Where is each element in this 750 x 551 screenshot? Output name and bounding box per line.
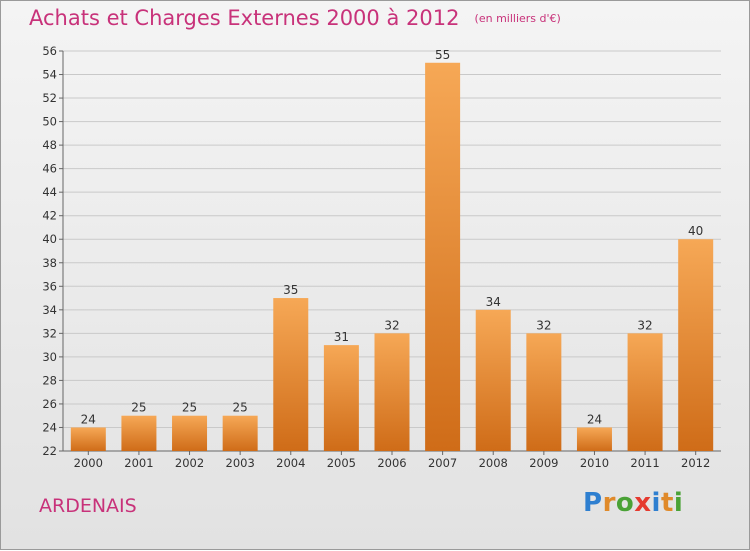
place-name: ARDENAIS	[39, 495, 137, 517]
bar	[121, 415, 157, 451]
data-label: 24	[587, 412, 602, 426]
y-tick-label: 34	[42, 303, 57, 317]
data-label: 32	[384, 318, 399, 332]
data-label: 31	[334, 330, 349, 344]
y-tick-label: 42	[42, 209, 57, 223]
x-tick-label: 2012	[681, 456, 710, 470]
bar	[678, 239, 714, 451]
data-label: 32	[637, 318, 652, 332]
x-tick-label: 2004	[276, 456, 305, 470]
x-tick-label: 2001	[124, 456, 153, 470]
x-tick-label: 2000	[74, 456, 103, 470]
bar	[526, 333, 562, 451]
y-tick-label: 56	[42, 44, 57, 58]
y-tick-label: 38	[42, 256, 57, 270]
logo-letter: o	[615, 488, 635, 518]
bar	[374, 333, 410, 451]
bar	[323, 345, 359, 451]
data-label: 25	[182, 401, 197, 415]
data-label: 32	[536, 318, 551, 332]
y-tick-label: 26	[42, 397, 57, 411]
bar	[222, 415, 258, 451]
logo-letter: P	[583, 488, 603, 518]
y-tick-label: 44	[42, 185, 57, 199]
logo-letter: r	[602, 488, 616, 518]
logo-letter: i	[673, 488, 684, 518]
x-tick-label: 2006	[377, 456, 406, 470]
data-label: 24	[81, 412, 96, 426]
logo-letter: i	[651, 488, 661, 518]
brand-logo: Proxiti	[583, 488, 683, 518]
logo-letter: t	[660, 488, 674, 518]
x-tick-label: 2009	[529, 456, 558, 470]
bar	[475, 309, 511, 451]
y-tick-label: 52	[42, 91, 57, 105]
data-label: 40	[688, 224, 703, 238]
y-tick-label: 28	[42, 373, 57, 387]
y-tick-label: 24	[42, 420, 57, 434]
bar	[172, 415, 208, 451]
x-tick-label: 2005	[327, 456, 356, 470]
y-tick-label: 36	[42, 279, 57, 293]
x-tick-label: 2008	[479, 456, 508, 470]
bar	[576, 427, 612, 451]
bar	[425, 62, 461, 451]
x-tick-label: 2003	[226, 456, 255, 470]
x-tick-label: 2011	[630, 456, 659, 470]
unit-text: (en milliers d'€)	[474, 12, 561, 25]
bar	[70, 427, 106, 451]
y-tick-label: 40	[42, 232, 57, 246]
bar	[627, 333, 663, 451]
x-tick-label: 2007	[428, 456, 457, 470]
y-tick-label: 54	[42, 68, 57, 82]
bar	[273, 298, 309, 451]
data-label: 34	[486, 295, 501, 309]
x-tick-label: 2010	[580, 456, 609, 470]
y-tick-label: 48	[42, 138, 57, 152]
y-tick-label: 22	[42, 444, 57, 458]
data-label: 25	[233, 401, 248, 415]
y-tick-label: 46	[42, 162, 57, 176]
logo-letter: x	[634, 488, 652, 518]
y-tick-label: 32	[42, 326, 57, 340]
data-label: 25	[131, 401, 146, 415]
y-tick-label: 50	[42, 115, 57, 129]
x-tick-label: 2002	[175, 456, 204, 470]
data-label: 35	[283, 283, 298, 297]
chart-title: Achats et Charges Externes 2000 à 2012 (…	[29, 6, 561, 30]
data-label: 55	[435, 48, 450, 62]
y-tick-label: 30	[42, 350, 57, 364]
title-text: Achats et Charges Externes 2000 à 2012	[29, 6, 460, 30]
